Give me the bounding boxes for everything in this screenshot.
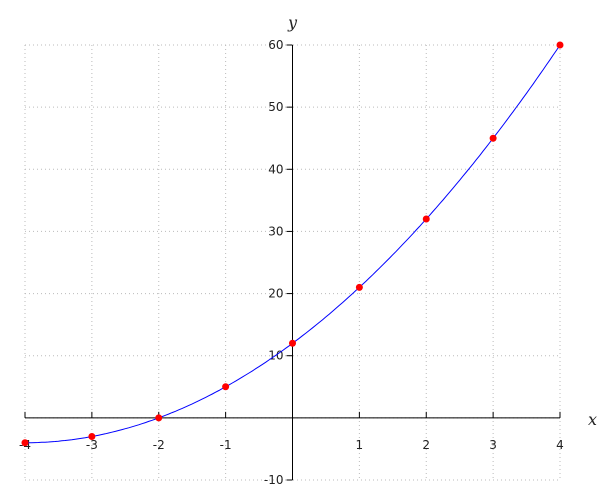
- axes: [25, 45, 560, 480]
- data-point: [21, 439, 29, 447]
- x-tick-label: 1: [356, 438, 364, 452]
- y-tick-label: 20: [268, 287, 283, 301]
- y-axis-label: y: [287, 13, 298, 32]
- data-point: [556, 41, 564, 49]
- y-tick-label: 50: [268, 100, 283, 114]
- data-point: [88, 433, 96, 440]
- x-tick-label: -1: [220, 438, 232, 452]
- x-tick-label: -2: [153, 438, 165, 452]
- data-point: [355, 283, 363, 291]
- x-axis-label: x: [588, 410, 597, 429]
- y-tick-label: 40: [268, 162, 283, 176]
- y-tick-label: 60: [268, 38, 283, 52]
- data-points: [21, 41, 564, 447]
- x-tick-label: -3: [86, 438, 98, 452]
- data-point: [289, 339, 296, 347]
- x-tick-label: 4: [556, 438, 564, 452]
- data-point: [489, 134, 497, 142]
- x-tick-label: 2: [422, 438, 430, 452]
- x-tick-label: 3: [489, 438, 497, 452]
- data-point: [422, 215, 430, 223]
- data-point: [155, 414, 163, 422]
- data-point: [222, 383, 230, 391]
- y-tick-label: 30: [268, 224, 283, 238]
- y-tick-label: -10: [264, 473, 284, 487]
